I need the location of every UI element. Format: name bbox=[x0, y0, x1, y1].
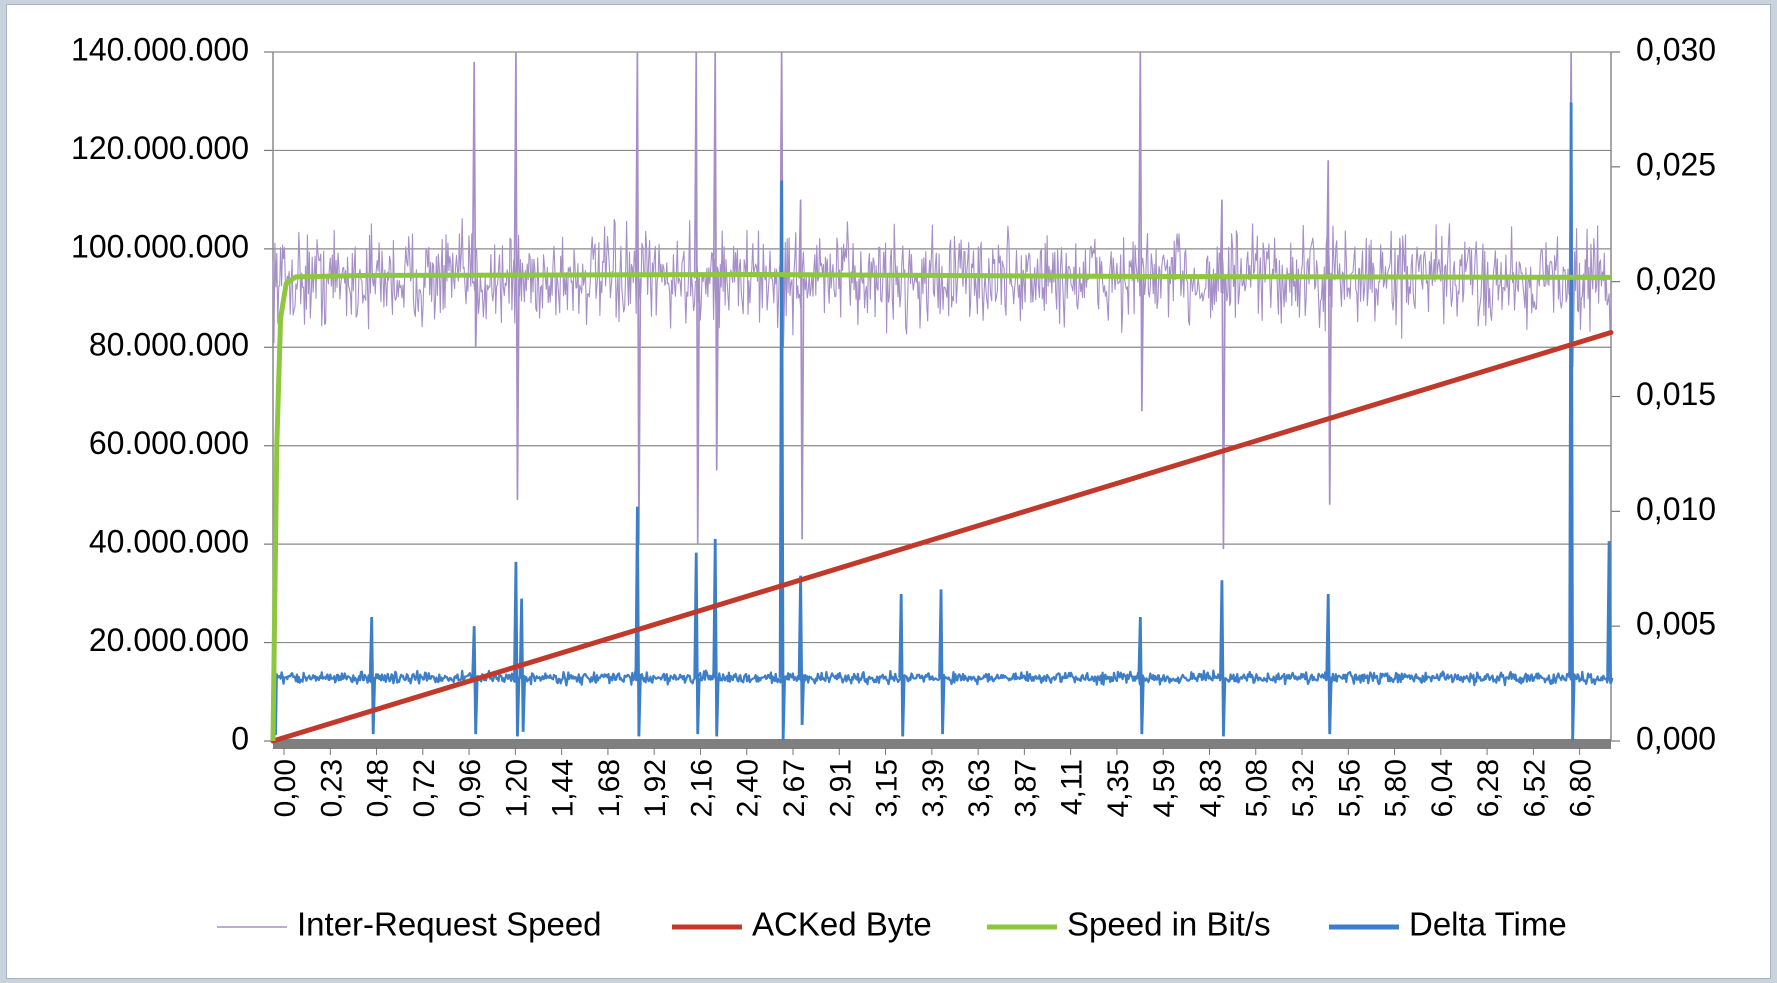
y-right-tick-label: 0,015 bbox=[1636, 376, 1716, 412]
series-spike bbox=[938, 589, 946, 735]
x-tick-label: 0,48 bbox=[362, 759, 395, 817]
x-tick-label: 6,28 bbox=[1472, 759, 1505, 817]
y-left-tick-label: 0 bbox=[231, 720, 249, 756]
series-spike bbox=[368, 616, 377, 735]
x-tick-label: 1,92 bbox=[639, 759, 672, 817]
series-spike bbox=[693, 51, 701, 545]
y-left-tick-label: 80.000.000 bbox=[89, 327, 249, 363]
series-area bbox=[270, 51, 1614, 744]
x-tick-label: 6,04 bbox=[1426, 759, 1459, 817]
x-tick-label: 4,59 bbox=[1148, 759, 1181, 817]
legend-label: ACKed Byte bbox=[752, 906, 932, 943]
tick-labels: 0 20.000.000 40.000.000 60.000.000 80.000.00… bbox=[71, 31, 1716, 817]
y-left-tick-label: 120.000.000 bbox=[71, 130, 249, 166]
x-tick-label: 0,23 bbox=[315, 759, 348, 817]
series-spike bbox=[1325, 593, 1333, 735]
y-right-tick-label: 0,025 bbox=[1636, 146, 1716, 182]
series-spike bbox=[635, 51, 642, 545]
series-spike bbox=[712, 538, 720, 737]
x-tick-label: 2,91 bbox=[824, 759, 857, 817]
x-tick-label: 5,08 bbox=[1241, 759, 1274, 817]
x-tick-label: 4,11 bbox=[1056, 759, 1089, 815]
y-left-tick-label: 100.000.000 bbox=[71, 228, 249, 264]
series-spike bbox=[1606, 541, 1614, 684]
legend-label: Inter-Request Speed bbox=[297, 906, 602, 943]
series-spike bbox=[471, 61, 479, 348]
x-tick-label: 4,83 bbox=[1194, 759, 1227, 817]
series-spike bbox=[693, 552, 701, 735]
x-tick-label: 5,56 bbox=[1333, 759, 1366, 817]
x-tick-label: 3,87 bbox=[1009, 759, 1042, 817]
x-tick-label: 3,15 bbox=[871, 759, 904, 817]
series-spike bbox=[778, 180, 787, 742]
x-tick-label: 3,63 bbox=[963, 759, 996, 817]
x-tick-label: 6,80 bbox=[1565, 759, 1598, 817]
series-spike bbox=[1219, 580, 1227, 737]
x-tick-label: 0,96 bbox=[454, 759, 487, 817]
series-spike bbox=[513, 561, 521, 737]
series-line bbox=[270, 271, 1612, 742]
x-tick-label: 5,80 bbox=[1380, 759, 1413, 817]
series-line bbox=[272, 218, 1612, 344]
series-spike bbox=[1137, 51, 1145, 412]
x-tick-label: 0,72 bbox=[408, 759, 441, 817]
x-tick-label: 1,20 bbox=[500, 759, 533, 817]
series-spike bbox=[634, 506, 642, 737]
y-right-tick-label: 0,030 bbox=[1636, 31, 1716, 67]
chart-svg: 0 20.000.000 40.000.000 60.000.000 80.000.00… bbox=[71, 31, 1716, 943]
y-left-tick-label: 40.000.000 bbox=[89, 524, 249, 560]
series-spike bbox=[797, 575, 806, 725]
legend-label: Speed in Bit/s bbox=[1067, 906, 1271, 943]
series-spike bbox=[1219, 199, 1226, 550]
series-spike bbox=[1568, 102, 1576, 742]
y-right-tick-label: 0,000 bbox=[1636, 720, 1716, 756]
series-spike bbox=[1325, 160, 1333, 505]
chart-frame: 0 20.000.000 40.000.000 60.000.000 80.000.00… bbox=[6, 4, 1771, 979]
y-left-tick-label: 140.000.000 bbox=[71, 31, 249, 67]
y-left-tick-label: 60.000.000 bbox=[89, 425, 249, 461]
y-right-tick-label: 0,010 bbox=[1636, 491, 1716, 527]
y-right-tick-label: 0,020 bbox=[1636, 261, 1716, 297]
x-tick-label: 1,44 bbox=[547, 759, 580, 817]
x-tick-label: 3,39 bbox=[917, 759, 950, 817]
y-left-tick-label: 20.000.000 bbox=[89, 622, 249, 658]
x-tick-label: 5,32 bbox=[1287, 759, 1320, 817]
series-spike bbox=[898, 593, 906, 737]
x-tick-label: 2,16 bbox=[685, 759, 718, 817]
x-tick-label: 1,68 bbox=[593, 759, 626, 817]
x-tick-label: 2,67 bbox=[778, 759, 811, 817]
legend: Inter-Request Speed ACKed Byte Speed in Bi… bbox=[217, 906, 1567, 943]
series-spike bbox=[1137, 616, 1145, 735]
x-tick-label: 6,52 bbox=[1518, 759, 1551, 817]
x-tick-label: 4,35 bbox=[1102, 759, 1135, 817]
series-spike bbox=[712, 51, 720, 471]
legend-label: Delta Time bbox=[1409, 906, 1567, 943]
x-tick-label: 2,40 bbox=[732, 759, 765, 817]
series-line bbox=[270, 330, 1614, 744]
grid-lines bbox=[273, 51, 1611, 644]
y-right-tick-label: 0,005 bbox=[1636, 606, 1716, 642]
x-tick-label: 0,00 bbox=[269, 759, 302, 817]
series-spike bbox=[798, 199, 805, 540]
